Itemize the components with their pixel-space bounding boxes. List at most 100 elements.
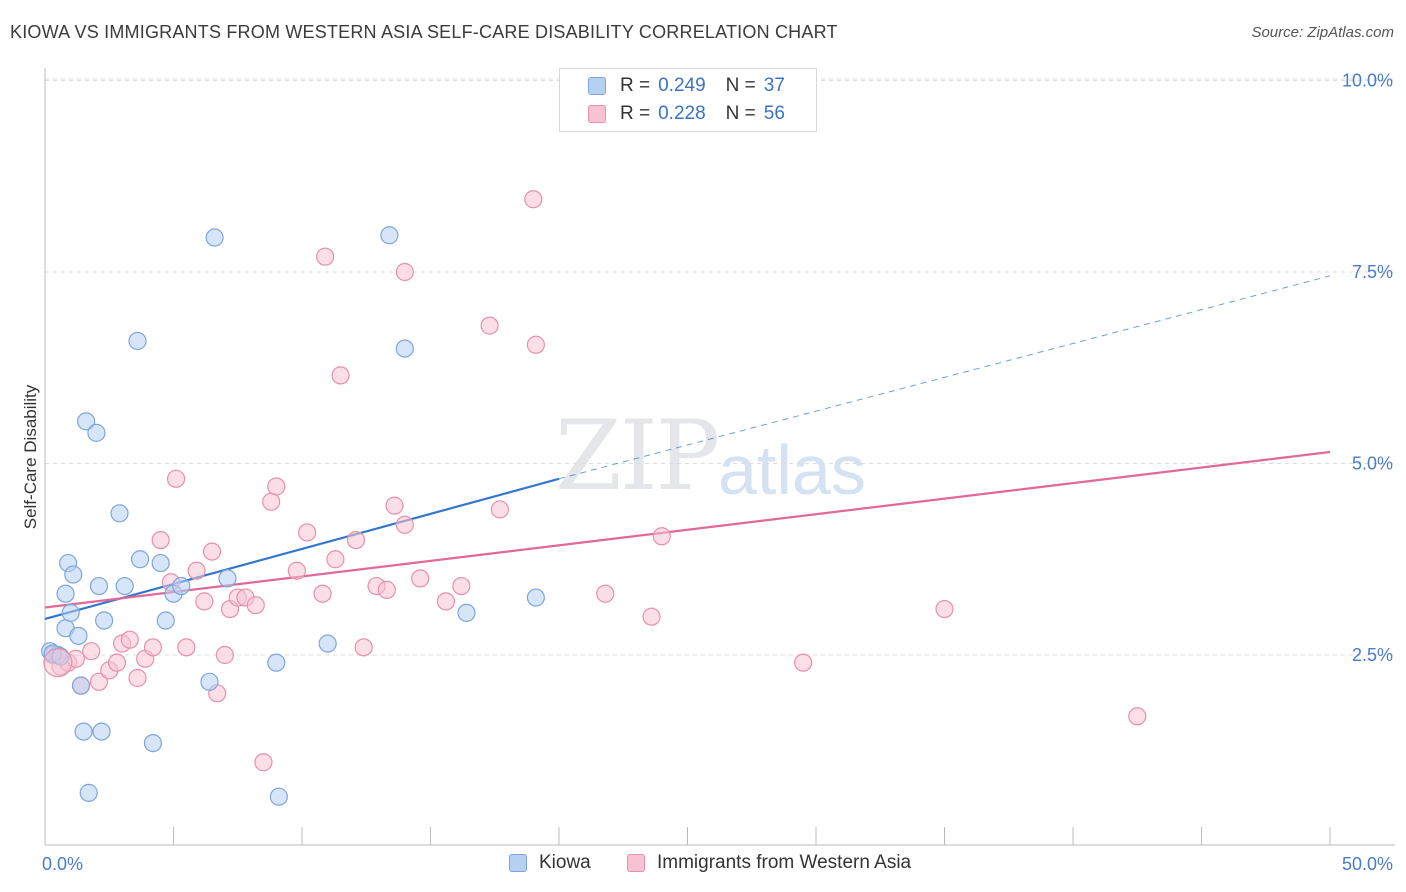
data-point-immigrants [526,335,545,354]
data-point-immigrants [246,596,265,615]
data-point-immigrants [177,638,196,657]
legend-r-value: 0.228 [658,103,706,124]
data-point-kiowa [151,553,170,573]
trend-line-immigrants [44,450,1331,609]
legend-item-kiowa: Kiowa [509,852,591,874]
data-point-kiowa [143,733,163,753]
axes [44,68,1395,846]
data-point-kiowa [200,672,219,691]
data-point-immigrants [1128,707,1147,726]
data-point-immigrants [151,530,170,550]
data-point-immigrants [652,527,671,546]
legend-swatch-kiowa [588,77,606,95]
data-point-immigrants [287,561,306,580]
data-point-kiowa [89,576,109,596]
data-point-immigrants [120,630,139,649]
legend-label-immigrants: Immigrants from Western Asia [657,852,912,873]
legend-row-kiowa: R = 0.249 N = 37 [560,73,785,99]
data-point-kiowa [172,576,191,596]
data-point-immigrants [316,247,335,266]
legend-swatch-kiowa [509,854,527,872]
data-point-immigrants [43,648,73,678]
chart-title: KIOWA VS IMMIGRANTS FROM WESTERN ASIA SE… [10,22,838,42]
data-point-immigrants [254,753,273,772]
data-point-immigrants [346,530,366,550]
legend-label-kiowa: Kiowa [539,852,591,873]
data-point-immigrants [395,515,414,534]
data-point-kiowa [95,611,114,630]
data-point-immigrants [202,542,222,561]
data-point-kiowa [526,588,545,607]
legend-swatch-immigrants [588,105,606,123]
data-point-kiowa [92,722,111,741]
data-point-immigrants [166,469,186,488]
watermark-zip: ZIP [555,400,720,512]
data-point-kiowa [61,603,80,622]
legend-r-label: R = [620,103,651,124]
data-point-kiowa [79,783,98,802]
data-point-immigrants [298,523,317,542]
data-point-immigrants [452,576,471,596]
data-point-immigrants [490,500,509,519]
x-tick-label: 50.0% [1342,854,1393,874]
data-point-kiowa [269,787,288,806]
data-point-kiowa [74,722,93,741]
legend-item-immigrants: Immigrants from Western Asia [627,852,911,874]
data-point-kiowa [156,611,175,630]
y-tick-label: 7.5% [1352,262,1393,282]
legend-n-label: N = [725,103,756,124]
x-tick-label: 0.0% [42,854,83,874]
data-point-kiowa [457,603,476,622]
data-point-immigrants [385,496,404,515]
data-point-immigrants [480,316,499,335]
y-tick-label: 2.5% [1352,645,1393,665]
data-point-kiowa [110,504,129,523]
data-point-kiowa [128,331,147,351]
y-tick-label: 10.0% [1342,71,1393,91]
legend-r-label: R = [620,75,651,96]
trend-line-kiowa-extension [558,275,1331,480]
data-points [41,190,1147,806]
data-point-immigrants [377,580,396,599]
y-axis-label: Self-Care Disability [21,384,40,529]
data-point-immigrants [524,190,543,209]
correlation-legend: R = 0.249 N = 37 R = 0.228 N = 56 [559,68,817,132]
legend-swatch-immigrants [627,854,645,872]
data-point-immigrants [262,492,281,511]
data-point-immigrants [794,653,813,672]
data-point-kiowa [318,634,337,653]
data-point-kiowa [56,584,75,603]
legend-r-value: 0.249 [658,75,706,96]
grid-lines [45,78,1395,656]
data-point-immigrants [436,592,456,611]
data-point-kiowa [205,228,224,247]
y-tick-label: 5.0% [1352,454,1393,474]
data-point-immigrants [267,477,286,496]
series-legend: Kiowa Immigrants from Western Asia [0,852,1406,876]
data-point-immigrants [143,638,163,657]
data-point-immigrants [195,592,214,611]
legend-n-value: 37 [763,75,785,96]
data-point-kiowa [380,226,399,245]
data-point-immigrants [935,599,954,619]
data-point-kiowa [115,576,134,596]
data-point-immigrants [89,672,109,691]
data-point-kiowa [71,676,91,695]
data-point-immigrants [215,645,234,665]
data-point-immigrants [642,607,661,626]
data-point-immigrants [354,638,373,657]
data-point-immigrants [128,668,147,688]
watermark-atlas: atlas [718,431,866,509]
data-point-kiowa [130,550,150,569]
legend-n-label: N = [725,75,756,96]
data-point-immigrants [187,561,206,580]
trend-lines [44,275,1331,621]
data-point-kiowa [87,423,106,442]
data-point-immigrants [395,262,414,282]
source-label: Source: ZipAtlas.com [1251,24,1394,41]
data-point-immigrants [107,653,127,672]
data-point-immigrants [326,550,345,569]
data-point-kiowa [77,412,96,431]
data-point-kiowa [395,339,414,358]
